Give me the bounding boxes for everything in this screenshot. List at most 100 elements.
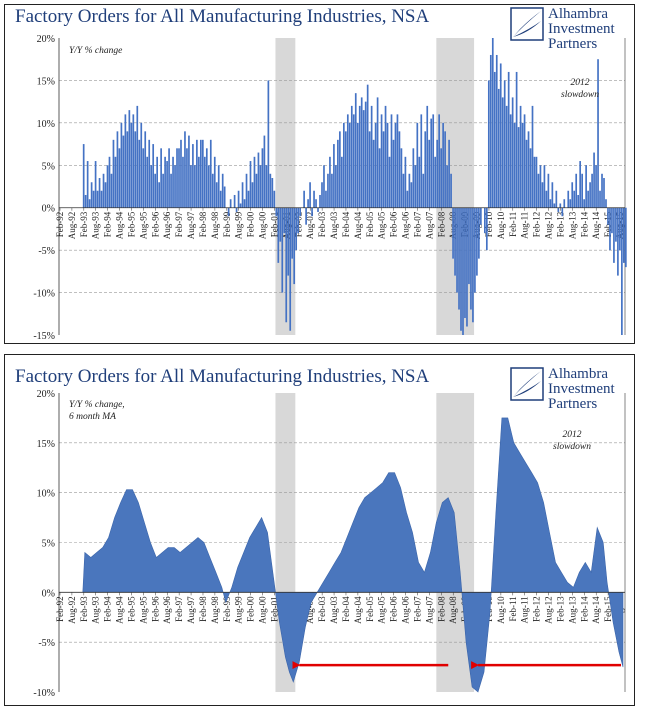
x-tick-label: Feb-07 <box>412 211 422 237</box>
bar <box>285 207 288 323</box>
bar <box>398 131 401 208</box>
bar <box>211 173 214 208</box>
x-tick-label: Aug-07 <box>424 211 434 239</box>
x-tick-label: Feb-92 <box>55 596 65 622</box>
x-tick-label: Aug-93 <box>91 211 101 239</box>
bar <box>257 152 260 208</box>
bar <box>497 88 500 208</box>
x-tick-label: Aug-12 <box>544 212 554 240</box>
bar <box>94 161 97 208</box>
bar <box>472 207 474 323</box>
x-tick-label: Aug-99 <box>234 211 244 239</box>
bar <box>396 114 399 208</box>
x-tick-label: Feb-94 <box>103 596 113 622</box>
bar <box>277 207 280 263</box>
bar <box>358 105 361 208</box>
bar <box>613 207 615 263</box>
bar <box>615 207 617 242</box>
chart-subtitle: Y/Y % change, 6 month MA <box>69 399 125 423</box>
bar <box>404 156 407 208</box>
bar <box>519 105 522 208</box>
bar <box>476 207 478 276</box>
x-tick-label: Feb-08 <box>436 596 446 622</box>
bar <box>350 105 353 208</box>
bar <box>269 173 272 208</box>
bar <box>341 156 343 208</box>
x-tick-label: Feb-11 <box>508 596 518 621</box>
bar <box>523 114 526 208</box>
bar <box>583 199 585 208</box>
bar <box>118 148 121 208</box>
bar <box>116 131 119 208</box>
x-tick-label: Aug-94 <box>115 596 125 624</box>
bar <box>201 139 204 208</box>
bar <box>607 207 609 225</box>
bar <box>156 156 158 208</box>
bar <box>148 139 151 208</box>
bar <box>283 207 286 234</box>
bar <box>525 139 528 208</box>
bar <box>126 131 129 208</box>
alhambra-logo: Alhambra Investment Partners <box>510 367 630 419</box>
x-tick-label: Feb-98 <box>198 596 208 622</box>
bar <box>597 59 599 208</box>
bar <box>192 144 194 208</box>
bar <box>378 148 381 208</box>
bar <box>450 173 452 208</box>
y-tick-label: 5% <box>42 161 55 172</box>
x-tick-label: Feb-11 <box>508 212 518 237</box>
y-tick-label: 10% <box>37 489 55 500</box>
bar <box>335 165 337 208</box>
bar <box>348 122 351 208</box>
bar <box>432 114 435 208</box>
bar <box>327 173 329 208</box>
x-tick-label: Feb-03 <box>317 211 327 237</box>
bar <box>108 156 111 208</box>
bar <box>144 131 147 208</box>
bar <box>493 71 496 208</box>
bar <box>454 207 456 276</box>
logo-line-3: Partners <box>548 396 598 412</box>
bar <box>291 207 294 259</box>
subtitle-line-2: 6 month MA <box>69 412 116 422</box>
bar <box>337 139 339 208</box>
chart-subtitle: Y/Y % change <box>69 46 123 56</box>
bar <box>150 165 153 208</box>
bar <box>219 190 222 208</box>
bar <box>307 199 309 208</box>
bar <box>434 156 437 208</box>
bar <box>158 182 160 208</box>
bar <box>84 194 87 208</box>
bar <box>569 199 572 208</box>
x-tick-label: Aug-04 <box>353 211 363 239</box>
x-tick-label: Feb-12 <box>532 212 542 238</box>
bar <box>599 190 601 208</box>
bar <box>521 122 524 208</box>
bar <box>591 173 593 208</box>
bar <box>166 161 168 208</box>
bar <box>313 190 315 208</box>
bar <box>372 139 375 208</box>
bar <box>293 207 296 285</box>
bar <box>295 207 298 251</box>
chart-6mma-svg: 20%15%10%5%0%-5%-10%Feb-92 Aug-92 Feb-93 Au… <box>33 389 626 699</box>
y-tick-label: 10% <box>37 119 55 130</box>
bar <box>128 110 131 208</box>
logo-line-2: Investment <box>548 21 615 37</box>
x-tick-label: Aug-03 <box>329 211 339 239</box>
bar <box>402 173 405 208</box>
bar <box>603 178 605 208</box>
bar <box>593 152 595 208</box>
bar <box>462 207 464 335</box>
bar <box>509 114 512 208</box>
bar <box>515 71 518 208</box>
bar <box>511 97 514 208</box>
bar <box>315 199 317 208</box>
bar <box>325 190 327 208</box>
bar <box>529 148 532 208</box>
x-tick-label: Feb-04 <box>341 596 351 622</box>
bar <box>527 131 530 208</box>
logo-line-1: Alhambra <box>548 6 608 22</box>
bar <box>255 173 258 208</box>
logo-line-3: Partners <box>548 36 598 52</box>
